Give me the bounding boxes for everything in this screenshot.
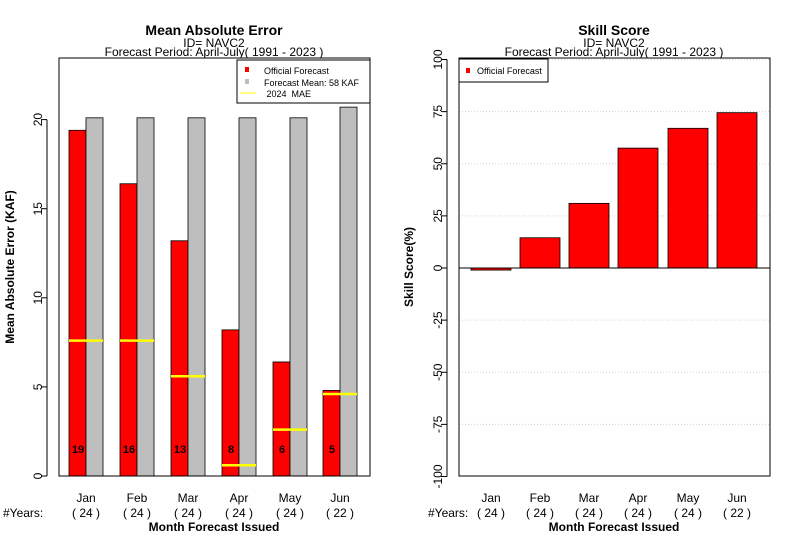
skill-x-tick-label-jan: Jan bbox=[481, 491, 500, 505]
skill-y-tick-label--75: -75 bbox=[431, 415, 445, 433]
mae-y-axis-label: Mean Absolute Error (KAF) bbox=[3, 190, 17, 344]
mae-bar-mean-jun bbox=[339, 106, 358, 477]
skill-years-value-feb: ( 24 ) bbox=[526, 506, 554, 520]
mae-legend-official-label: Official Forecast bbox=[264, 66, 329, 76]
mae-years-label: #Years: bbox=[3, 506, 43, 520]
skill-years-value-jan: ( 24 ) bbox=[477, 506, 505, 520]
skill-plot-frame bbox=[458, 57, 771, 477]
skill-chart-title: Skill Score bbox=[578, 22, 650, 38]
mae-bars bbox=[68, 106, 358, 477]
skill-years-value-mar: ( 24 ) bbox=[575, 506, 603, 520]
mae-years-value-jun: ( 22 ) bbox=[326, 506, 354, 520]
mae-x-tick-label-jan: Jan bbox=[76, 491, 95, 505]
skill-bar-jun bbox=[716, 112, 758, 269]
mae-years-value-mar: ( 24 ) bbox=[174, 506, 202, 520]
skill-y-tick-label--25: -25 bbox=[431, 311, 445, 329]
mae-legend-mae-label: 2024 MAE bbox=[264, 89, 311, 99]
mae-x-tick-label-feb: Feb bbox=[127, 491, 148, 505]
skill-y-tick-label-75: 75 bbox=[431, 105, 445, 119]
skill-y-axis-label: Skill Score(%) bbox=[402, 227, 416, 307]
mae-years-value-jan: ( 24 ) bbox=[72, 506, 100, 520]
mae-bar-official-may bbox=[272, 361, 291, 477]
mae-bar-mean-may bbox=[289, 117, 308, 477]
mae-years-value-may: ( 24 ) bbox=[276, 506, 304, 520]
skill-x-tick-label-jun: Jun bbox=[727, 491, 746, 505]
mae-y-tick-label-0: 0 bbox=[31, 472, 45, 479]
skill-legend-official-swatch bbox=[466, 68, 470, 73]
skill-x-tick-label-apr: Apr bbox=[629, 491, 648, 505]
skill-chart-id: ID= NAVC2 bbox=[583, 36, 645, 50]
mae-legend-official-swatch bbox=[245, 67, 249, 72]
skill-years-value-jun: ( 22 ) bbox=[723, 506, 751, 520]
mae-y-axis: 0 5 10 15 20 bbox=[31, 113, 48, 479]
skill-bar-apr bbox=[617, 147, 659, 269]
mae-bar-label-mar: 13 bbox=[174, 444, 186, 456]
mae-bar-label-jun: 5 bbox=[329, 444, 335, 456]
mae-years-value-feb: ( 24 ) bbox=[123, 506, 151, 520]
mae-legend-mean-label: Forecast Mean: 58 KAF bbox=[264, 78, 360, 88]
mae-bar-official-feb bbox=[119, 183, 138, 477]
skill-legend: Official Forecast bbox=[458, 58, 549, 83]
mae-legend-box bbox=[236, 59, 371, 104]
mae-bar-labels: 19 16 13 8 6 5 bbox=[72, 444, 335, 456]
skill-y-tick-label-25: 25 bbox=[431, 209, 445, 223]
mae-bar-label-apr: 8 bbox=[228, 444, 234, 456]
mae-2024-lines bbox=[69, 339, 357, 467]
skill-chart-period: Forecast Period: April-July( 1991 - 2023… bbox=[505, 45, 724, 59]
mae-bar-mean-jan bbox=[85, 117, 104, 477]
skill-x-axis: Jan( 24 )Feb( 24 )Mar( 24 )Apr( 24 )May(… bbox=[477, 491, 751, 520]
mae-chart-period: Forecast Period: April-July( 1991 - 2023… bbox=[105, 45, 324, 59]
mae-y-tick-label-20: 20 bbox=[31, 113, 45, 127]
mae-y-tick-label-15: 15 bbox=[31, 202, 45, 216]
skill-x-axis-label: Month Forecast Issued bbox=[549, 520, 680, 534]
mae-plot-frame bbox=[58, 57, 371, 477]
mae-x-tick-label-may: May bbox=[279, 491, 302, 505]
mae-bar-label-may: 6 bbox=[279, 444, 285, 456]
mae-bar-official-mar bbox=[170, 240, 189, 477]
skill-bar-mar bbox=[568, 202, 610, 269]
skill-x-tick-label-mar: Mar bbox=[579, 491, 600, 505]
mae-bar-label-feb: 16 bbox=[123, 444, 135, 456]
skill-years-label: #Years: bbox=[428, 506, 468, 520]
skill-legend-official-label: Official Forecast bbox=[477, 66, 542, 76]
skill-legend-box bbox=[458, 58, 549, 83]
skill-y-tick-label-0: 0 bbox=[431, 264, 445, 271]
mae-y-tick-label-5: 5 bbox=[31, 383, 45, 390]
skill-y-tick-label--100: -100 bbox=[431, 464, 445, 488]
mae-bar-label-jan: 19 bbox=[72, 444, 84, 456]
skill-x-tick-label-feb: Feb bbox=[530, 491, 551, 505]
mae-x-tick-label-jun: Jun bbox=[330, 491, 349, 505]
mae-chart-id: ID= NAVC2 bbox=[183, 36, 245, 50]
mae-x-axis-label: Month Forecast Issued bbox=[149, 520, 280, 534]
mae-bar-mean-apr bbox=[238, 117, 257, 477]
mae-years-value-apr: ( 24 ) bbox=[225, 506, 253, 520]
skill-x-tick-label-may: May bbox=[677, 491, 700, 505]
mae-chart-title: Mean Absolute Error bbox=[145, 22, 283, 38]
skill-years-value-apr: ( 24 ) bbox=[624, 506, 652, 520]
skill-y-tick-label--50: -50 bbox=[431, 363, 445, 381]
mae-legend-mean-swatch bbox=[245, 79, 249, 84]
mae-bar-mean-feb bbox=[136, 117, 155, 477]
mae-x-tick-label-apr: Apr bbox=[230, 491, 249, 505]
skill-y-tick-label-50: 50 bbox=[431, 157, 445, 171]
mae-bar-official-jun bbox=[322, 390, 341, 477]
skill-y-axis: -100 -75 -50 -25 0 25 50 75 100 bbox=[431, 49, 448, 489]
mae-x-tick-label-mar: Mar bbox=[178, 491, 199, 505]
skill-bars bbox=[470, 112, 758, 271]
mae-legend: Official Forecast Forecast Mean: 58 KAF … bbox=[236, 59, 371, 104]
skill-years-value-may: ( 24 ) bbox=[674, 506, 702, 520]
mae-bar-mean-mar bbox=[187, 117, 206, 477]
mae-x-axis: Jan( 24 )Feb( 24 )Mar( 24 )Apr( 24 )May(… bbox=[72, 491, 354, 520]
mae-bar-official-jan bbox=[68, 129, 87, 477]
skill-y-tick-label-100: 100 bbox=[431, 49, 445, 69]
skill-bar-may bbox=[667, 127, 709, 269]
skill-bar-feb bbox=[519, 237, 561, 269]
mae-y-tick-label-10: 10 bbox=[31, 291, 45, 305]
